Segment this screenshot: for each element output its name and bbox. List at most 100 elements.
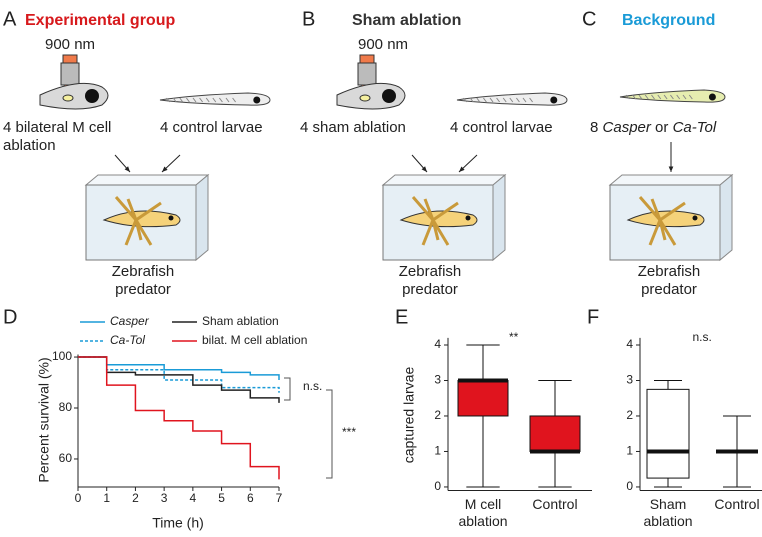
- panel-label: A: [3, 8, 17, 30]
- tank-side: [492, 173, 506, 262]
- fin: [431, 219, 450, 246]
- stripe: [502, 97, 507, 103]
- x-tick-label: 6: [247, 491, 254, 505]
- category-label: M cell ablation: [458, 496, 508, 529]
- x-tick-label: 7: [276, 491, 283, 505]
- predator-label: Zebrafish predator: [111, 263, 175, 298]
- cell: [62, 94, 74, 102]
- x-tick-label: 5: [218, 491, 225, 505]
- wavelength: 900 nm: [45, 36, 95, 53]
- category-label: Control: [714, 496, 760, 512]
- fin: [134, 219, 153, 246]
- fin: [432, 201, 459, 222]
- y-tick-label: 60: [59, 451, 73, 465]
- eye: [253, 96, 261, 104]
- eye: [168, 215, 174, 221]
- predator-label: Zebrafish predator: [398, 263, 462, 298]
- survival-line: [78, 356, 280, 393]
- x-tick-label: 3: [161, 491, 168, 505]
- y-tick-label: 3: [434, 373, 441, 387]
- group-label: 4 sham ablation: [300, 119, 406, 136]
- fin: [114, 196, 138, 221]
- legend-label: Ca-Tol: [110, 333, 145, 347]
- survival-line: [78, 356, 280, 480]
- fin: [126, 198, 138, 221]
- stripe: [682, 94, 687, 100]
- strain: Casper: [603, 119, 652, 136]
- group-label: 4 bilateral M cell ablation: [3, 119, 112, 154]
- fin: [650, 198, 662, 221]
- fin: [135, 201, 162, 222]
- x-tick-label: 0: [75, 491, 82, 505]
- cell: [359, 94, 371, 102]
- survival-line: [78, 356, 280, 403]
- eye: [692, 215, 698, 221]
- y-tick-label: 3: [626, 373, 633, 387]
- y-tick-label: 4: [434, 337, 441, 351]
- annotation: **: [509, 330, 519, 344]
- annotation: n.s.: [693, 330, 712, 344]
- bracket: [326, 389, 333, 479]
- y-tick-label: 2: [434, 408, 441, 422]
- stripe: [632, 94, 636, 100]
- fin: [638, 196, 662, 221]
- tank-side: [719, 173, 733, 262]
- panel-title: Experimental group: [25, 12, 175, 29]
- fin: [124, 219, 138, 246]
- legend-label: Sham ablation: [202, 314, 279, 328]
- stripe: [625, 94, 630, 100]
- y-axis-label: captured larvae: [401, 367, 417, 464]
- y-tick-label: 0: [434, 479, 441, 493]
- laser: [359, 54, 375, 64]
- x-axis-label: Time (h): [152, 515, 204, 531]
- tank-top: [381, 174, 507, 186]
- fin: [659, 201, 686, 222]
- tank-side: [195, 173, 209, 262]
- or: or: [655, 119, 668, 136]
- survival-line: [78, 356, 280, 380]
- annotation: n.s.: [303, 379, 322, 393]
- fin: [421, 219, 435, 246]
- eye: [708, 93, 716, 101]
- eye: [382, 89, 396, 103]
- y-tick-label: 80: [59, 400, 73, 414]
- stripe: [192, 97, 197, 103]
- eye: [550, 96, 558, 104]
- larva: [159, 92, 271, 106]
- stripe: [232, 97, 237, 103]
- x-tick-label: 4: [190, 491, 197, 505]
- laser: [62, 54, 78, 64]
- stripe: [205, 97, 210, 103]
- stripe: [225, 97, 230, 103]
- box: [457, 379, 509, 417]
- panel-label: B: [302, 8, 315, 30]
- panel-title: Sham ablation: [352, 12, 461, 29]
- stripe: [676, 94, 681, 100]
- eye: [85, 89, 99, 103]
- panel-label: C: [582, 8, 596, 30]
- stripe: [522, 97, 527, 103]
- stripe: [663, 94, 668, 100]
- stripe: [638, 94, 643, 100]
- arrow-head: [162, 166, 168, 172]
- strain: Ca-Tol: [673, 119, 717, 136]
- count: 8: [590, 119, 598, 136]
- tank-top: [608, 174, 734, 186]
- panel-label: F: [587, 306, 599, 328]
- stripe: [688, 94, 693, 100]
- stripe: [644, 94, 649, 100]
- legend-label: Casper: [110, 314, 150, 328]
- arrow-head: [421, 166, 427, 172]
- stripe: [172, 97, 177, 103]
- fin: [411, 196, 435, 221]
- bracket: [284, 377, 291, 401]
- y-tick-label: 100: [52, 349, 72, 363]
- box: [529, 415, 581, 452]
- arrow-head: [459, 166, 465, 172]
- annotation: ***: [342, 425, 356, 439]
- box: [646, 388, 690, 479]
- panel-title: Background: [622, 12, 715, 29]
- stripe: [657, 94, 662, 100]
- stripe: [496, 97, 501, 103]
